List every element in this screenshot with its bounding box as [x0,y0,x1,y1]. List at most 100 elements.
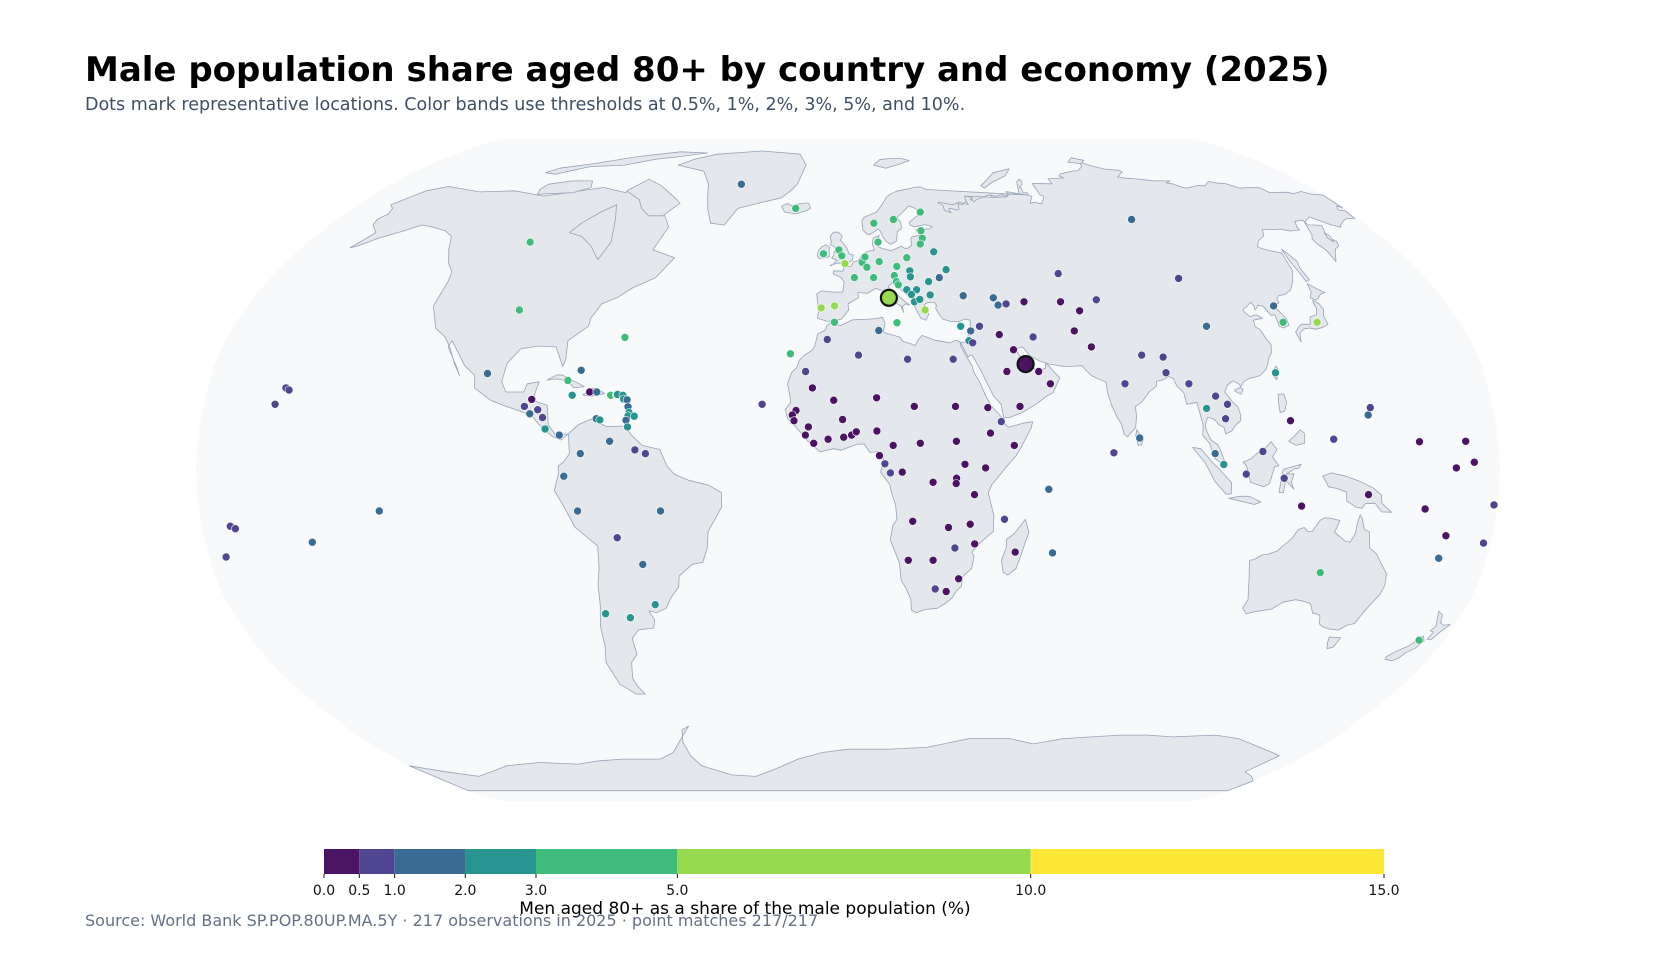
country-dot[interactable] [915,438,925,448]
country-dot[interactable] [897,467,907,477]
country-dot[interactable] [575,449,585,458]
country-dot[interactable] [595,415,605,425]
country-dot[interactable] [1010,547,1020,557]
country-dot[interactable] [525,409,535,419]
country-dot[interactable] [1137,350,1146,360]
country-dot[interactable] [954,574,963,584]
country-dot[interactable] [576,365,586,375]
country-dot[interactable] [592,387,602,397]
country-dot[interactable] [1441,531,1451,541]
country-dot[interactable] [1434,553,1443,563]
country-dot[interactable] [966,326,976,336]
country-dot[interactable] [789,416,799,426]
country-dot[interactable] [839,432,849,442]
country-dot[interactable] [960,459,970,469]
country-dot[interactable] [270,399,280,409]
country-dot[interactable] [533,405,543,415]
country-dot[interactable] [950,543,960,553]
country-dot[interactable] [1316,568,1325,577]
country-dot[interactable] [929,247,939,257]
country-dot[interactable] [850,273,859,282]
highlighted-dot[interactable] [1016,355,1035,374]
country-dot[interactable] [1269,301,1278,311]
country-dot[interactable] [1489,500,1499,510]
country-dot[interactable] [892,262,902,271]
country-dot[interactable] [823,434,833,444]
country-dot[interactable] [986,428,995,438]
country-dot[interactable] [880,459,890,469]
country-dot[interactable] [830,317,839,327]
country-dot[interactable] [231,524,240,534]
country-dot[interactable] [630,445,640,455]
country-dot[interactable] [851,427,861,437]
country-dot[interactable] [1048,548,1057,558]
country-dot[interactable] [527,395,537,404]
country-dot[interactable] [838,415,847,424]
country-dot[interactable] [869,218,879,228]
country-dot[interactable] [909,402,919,411]
country-dot[interactable] [1223,399,1232,409]
country-dot[interactable] [822,335,832,344]
country-dot[interactable] [626,613,635,623]
country-dot[interactable] [1174,274,1183,283]
country-dot[interactable] [1009,441,1019,450]
country-dot[interactable] [889,215,898,224]
country-dot[interactable] [656,506,665,516]
country-dot[interactable] [1242,469,1251,479]
country-dot[interactable] [875,451,884,460]
country-dot[interactable] [965,519,975,529]
country-dot[interactable] [1161,368,1171,378]
country-dot[interactable] [873,237,883,247]
country-dot[interactable] [872,426,882,436]
country-dot[interactable] [786,349,795,359]
country-dot[interactable] [554,430,564,440]
country-dot[interactable] [1279,473,1289,483]
country-dot[interactable] [840,259,850,268]
country-dot[interactable] [837,251,847,261]
country-dot[interactable] [791,204,801,213]
country-dot[interactable] [801,367,810,376]
country-dot[interactable] [1001,299,1011,309]
country-dot[interactable] [1056,297,1065,307]
country-dot[interactable] [1414,635,1424,645]
country-dot[interactable] [620,333,630,342]
country-dot[interactable] [951,402,960,411]
country-dot[interactable] [525,237,535,247]
country-dot[interactable] [988,293,998,303]
country-dot[interactable] [538,413,547,422]
country-dot[interactable] [906,272,915,282]
country-dot[interactable] [284,385,294,395]
country-dot[interactable] [874,257,884,266]
country-dot[interactable] [903,555,913,565]
country-dot[interactable] [907,290,916,299]
country-dot[interactable] [888,441,898,450]
country-dot[interactable] [915,207,925,217]
country-dot[interactable] [862,262,872,272]
country-dot[interactable] [860,252,870,262]
country-dot[interactable] [970,490,979,499]
country-dot[interactable] [996,417,1006,426]
country-dot[interactable] [1210,449,1220,458]
country-dot[interactable] [1120,379,1130,389]
country-dot[interactable] [924,277,933,286]
country-dot[interactable] [573,506,582,516]
country-dot[interactable] [1286,416,1295,426]
country-dot[interactable] [1000,514,1009,524]
country-dot[interactable] [916,226,926,235]
country-dot[interactable] [1420,504,1430,514]
country-dot[interactable] [952,436,961,446]
country-dot[interactable] [1278,317,1288,327]
country-dot[interactable] [1366,403,1375,412]
country-dot[interactable] [928,477,938,487]
country-dot[interactable] [1028,332,1038,342]
country-dot[interactable] [1461,436,1470,446]
country-dot[interactable] [970,539,980,549]
country-dot[interactable] [1109,448,1119,458]
country-dot[interactable] [892,318,902,328]
country-dot[interactable] [808,383,817,393]
country-dot[interactable] [559,471,569,481]
country-dot[interactable] [1075,306,1084,316]
country-dot[interactable] [804,422,813,432]
country-dot[interactable] [1070,326,1079,336]
country-dot[interactable] [1415,437,1424,447]
